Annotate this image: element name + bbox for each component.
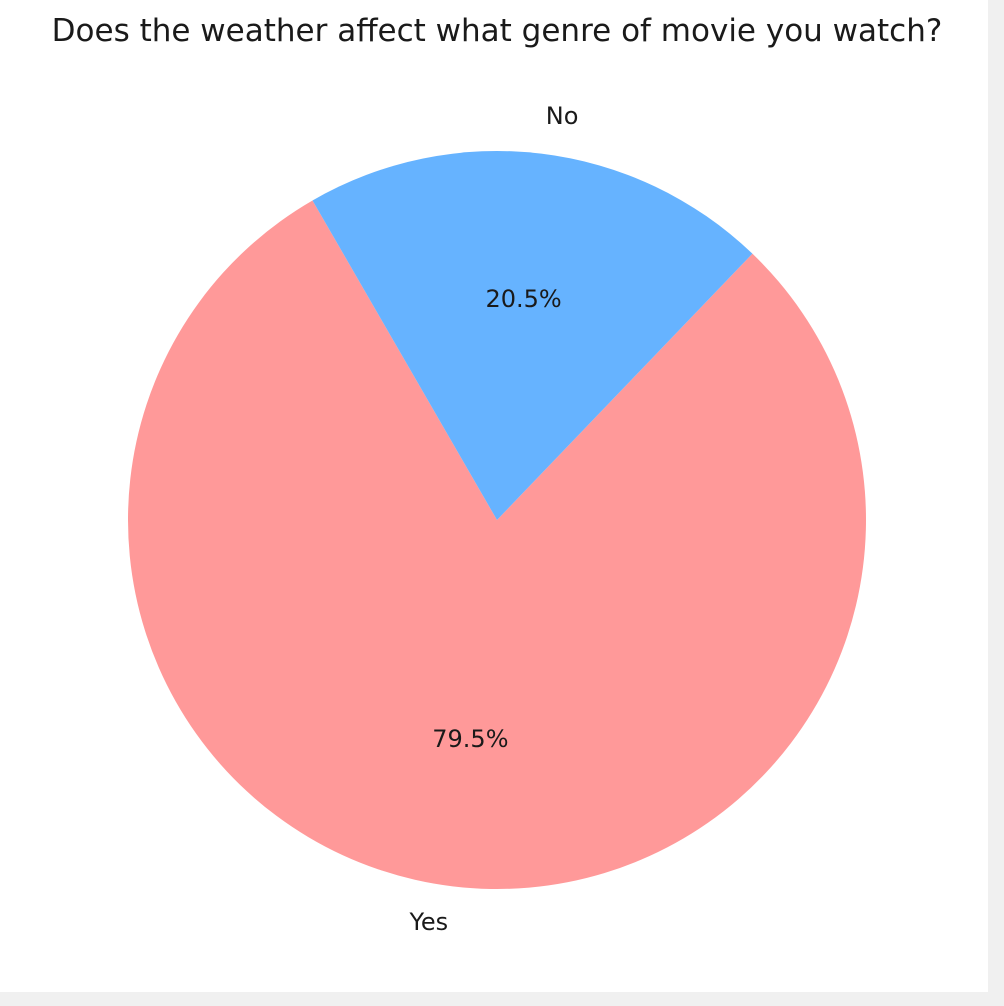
slice-label-no: No [546, 102, 579, 130]
pie-slice-no [312, 151, 753, 520]
slice-percent-no: 20.5% [485, 285, 561, 313]
pie-chart: Does the weather affect what genre of mo… [52, 13, 943, 936]
pie-labels: Yes 79.5% No 20.5% [408, 102, 578, 936]
chart-figure: Does the weather affect what genre of mo… [0, 0, 988, 992]
slice-percent-yes: 79.5% [432, 725, 508, 753]
slice-label-yes: Yes [408, 908, 448, 936]
chart-title: Does the weather affect what genre of mo… [52, 13, 943, 49]
pie-slice-yes [128, 200, 867, 890]
pie-slices [128, 151, 867, 890]
